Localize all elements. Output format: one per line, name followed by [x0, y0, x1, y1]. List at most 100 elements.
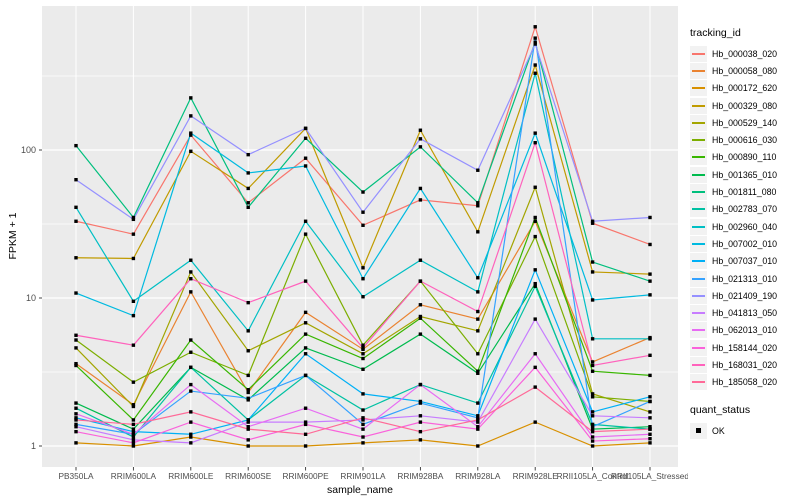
data-point-marker — [303, 332, 308, 336]
data-point-marker — [246, 438, 250, 442]
data-point-marker — [131, 217, 136, 222]
data-point-marker — [476, 427, 480, 431]
data-point-marker — [476, 309, 480, 314]
x-tick-label: RRIM928BA — [397, 471, 444, 481]
data-point-marker — [131, 438, 136, 442]
data-point-marker — [418, 198, 423, 202]
data-point-marker — [648, 441, 652, 445]
data-point-marker — [361, 427, 365, 431]
data-point-marker — [131, 441, 136, 445]
data-point-marker — [648, 395, 652, 399]
legend-key-line-icon — [692, 294, 705, 297]
data-point-marker — [590, 427, 595, 431]
y-tick-label: 100 — [21, 145, 36, 155]
data-point-marker — [246, 186, 250, 191]
data-point-marker — [131, 343, 136, 347]
legend-key-box — [690, 374, 707, 391]
data-point-marker — [590, 439, 595, 443]
data-point-marker — [303, 346, 308, 350]
data-point-marker — [74, 416, 78, 420]
data-point-marker — [533, 317, 537, 321]
legend-key-box — [690, 322, 707, 339]
data-point-marker — [590, 369, 595, 373]
data-point-marker — [476, 369, 480, 373]
data-point-marker — [246, 300, 250, 305]
data-point-marker — [590, 395, 595, 399]
data-point-marker — [476, 290, 480, 294]
legend-entry: Hb_185058_020 — [690, 374, 800, 391]
data-point-marker — [74, 429, 78, 434]
data-point-marker — [246, 349, 250, 353]
tracking-id-legend-entries: Hb_000038_020 Hb_000058_080 Hb_000172_620 H… — [690, 45, 800, 391]
data-point-marker — [246, 388, 250, 392]
data-point-marker — [476, 416, 480, 420]
legend-key-box — [690, 184, 707, 201]
data-point-marker — [590, 219, 595, 223]
data-point-marker — [361, 346, 365, 350]
legend-key-box — [690, 270, 707, 287]
legend-key-line-icon — [692, 363, 705, 366]
data-point-marker — [131, 299, 136, 303]
data-point-marker — [131, 432, 136, 436]
quant-status-label: OK — [712, 425, 725, 436]
data-point-marker — [74, 143, 78, 148]
data-point-marker — [303, 420, 308, 424]
legend-entry-label: Hb_007002_010 — [712, 238, 778, 249]
data-point-marker — [590, 221, 595, 225]
data-point-marker — [303, 126, 308, 131]
data-point-marker — [590, 422, 595, 427]
data-point-marker — [74, 441, 78, 445]
legend-entry-label: Hb_002783_070 — [712, 204, 778, 215]
legend-key-box — [690, 356, 707, 373]
x-tick-label: RRIM901LA — [340, 471, 386, 481]
data-point-marker — [303, 164, 308, 168]
quant-status-legend-entry: OK — [690, 422, 800, 439]
legend-entry: Hb_000529_140 — [690, 114, 800, 131]
data-point-marker — [533, 234, 537, 239]
legend-key-line-icon — [692, 312, 705, 315]
data-point-marker — [189, 432, 193, 436]
x-tick-label: RRIM928LA — [455, 471, 501, 481]
data-point-marker — [476, 425, 480, 429]
data-point-marker — [74, 361, 78, 366]
legend-entry: Hb_000329_080 — [690, 97, 800, 114]
data-point-marker — [533, 63, 537, 67]
legend-entry-label: Hb_000616_030 — [712, 135, 778, 146]
legend-entry: Hb_007037_010 — [690, 253, 800, 270]
data-point-marker — [361, 343, 365, 347]
data-point-marker — [418, 314, 423, 319]
data-point-marker — [246, 201, 250, 205]
data-point-marker — [189, 258, 193, 262]
data-point-marker — [246, 418, 250, 422]
data-point-marker — [74, 401, 78, 405]
data-point-marker — [303, 432, 308, 436]
data-point-marker — [476, 420, 480, 424]
data-point-marker — [74, 219, 78, 223]
data-point-marker — [131, 429, 136, 434]
data-point-marker — [361, 352, 365, 356]
data-point-marker — [418, 258, 423, 262]
data-point-marker — [590, 435, 595, 439]
data-point-marker — [246, 425, 250, 429]
data-point-marker — [131, 256, 136, 261]
data-point-marker — [361, 408, 365, 412]
panel-background — [42, 6, 678, 467]
legend-key-box — [690, 62, 707, 79]
data-point-marker — [246, 373, 250, 378]
legend-entry: Hb_168031_020 — [690, 356, 800, 373]
x-tick-label: RRIM600SE — [225, 471, 272, 481]
data-point-marker — [648, 437, 652, 441]
data-point-marker — [131, 313, 136, 318]
legend-key-box — [690, 305, 707, 322]
data-point-marker — [361, 210, 365, 214]
data-point-marker — [74, 333, 78, 337]
data-point-marker — [533, 281, 537, 286]
x-tick-label: RRIM600LA — [111, 471, 157, 481]
data-point-marker — [590, 337, 595, 341]
data-point-marker — [246, 420, 250, 424]
x-tick-label: PB350LA — [58, 471, 94, 481]
legend-entry-label: Hb_007037_010 — [712, 256, 778, 267]
data-point-marker — [590, 392, 595, 396]
data-point-marker — [131, 404, 136, 409]
